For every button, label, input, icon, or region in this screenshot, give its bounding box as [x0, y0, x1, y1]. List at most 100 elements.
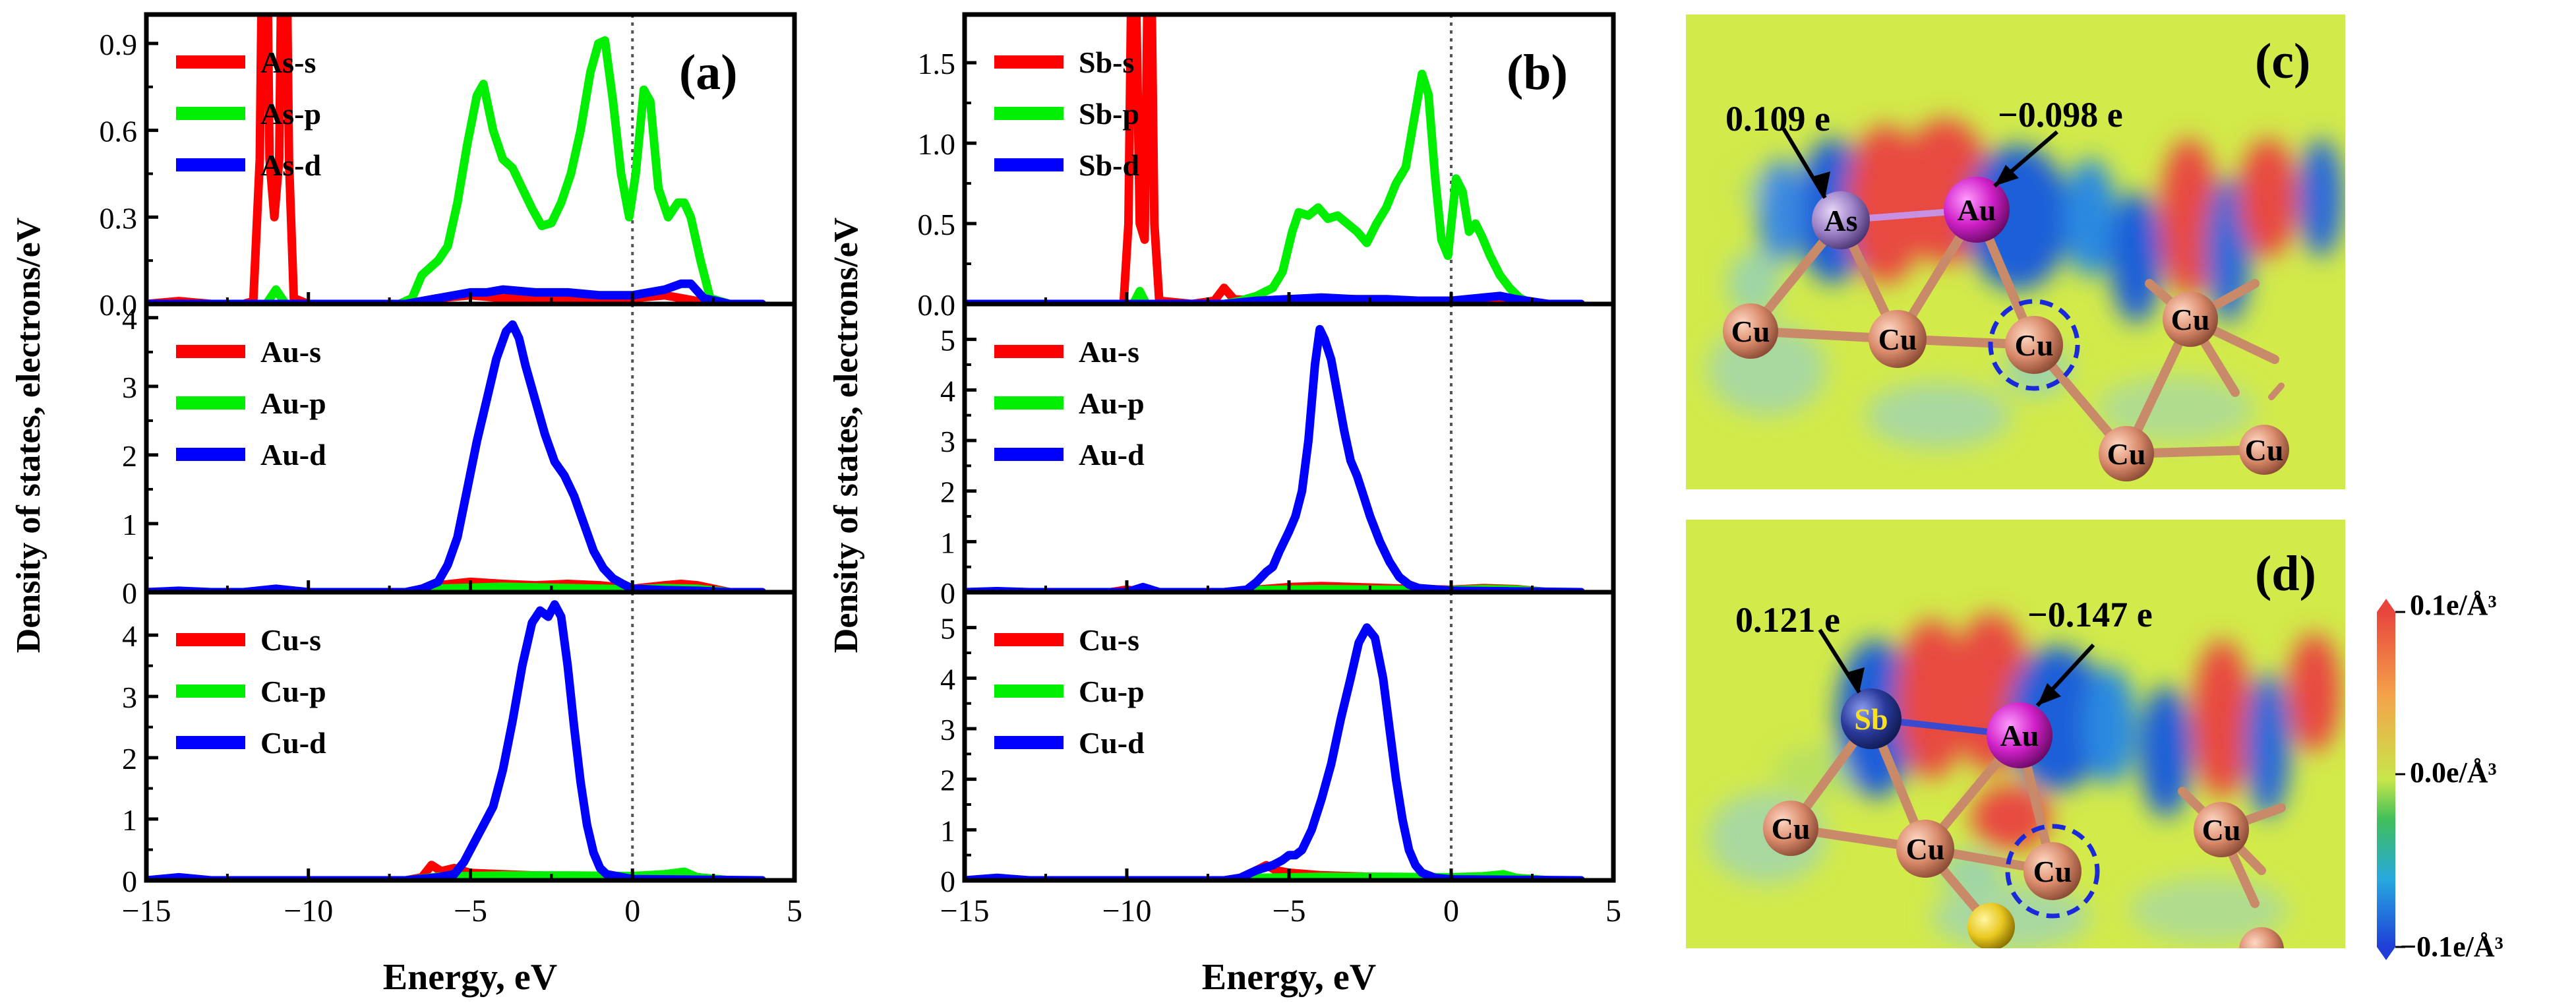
y-tick-label: 0.3: [100, 201, 138, 235]
atom-d-cu-4: Cu: [2202, 813, 2241, 847]
y-tick-label: 3: [940, 425, 955, 458]
colorbar-max-label: 0.1e/Å³: [2410, 589, 2497, 621]
y-tick-label: 5: [940, 324, 955, 357]
legend-label-au-s: Au-s: [260, 335, 321, 369]
atom-c-as: As: [1824, 204, 1857, 237]
y-axis-label-b: Density of states, electrons/eV: [827, 218, 865, 653]
series-line-as-d: [146, 279, 767, 304]
x-tick-label: 0: [624, 894, 640, 929]
legend-label-cu-s: Cu-s: [1079, 623, 1139, 657]
x-tick-label: 0: [1443, 894, 1459, 929]
y-tick-label: 2: [122, 742, 137, 776]
y-tick-label: 2: [122, 439, 137, 473]
series-line-au-d: [146, 320, 767, 592]
series-line-as-s: [146, 15, 767, 304]
y-tick-label: 0.9: [100, 28, 138, 61]
x-tick-label: −10: [1102, 894, 1151, 929]
legend-label-sb-d: Sb-d: [1079, 148, 1139, 182]
colorbar-mid-label: 0.0e/Å³: [2410, 756, 2497, 789]
series-line-au-d: [965, 324, 1586, 592]
legend-label-sb-s: Sb-s: [1079, 46, 1134, 79]
atom-c-cu-6: Cu: [2245, 433, 2284, 467]
y-tick-label: 1: [122, 508, 137, 541]
legend-label-cu-d: Cu-d: [1079, 726, 1145, 760]
charge-d-right: −0.147 e: [2027, 595, 2153, 634]
series-line-sb-d: [965, 291, 1586, 304]
y-tick-label: 0.0: [918, 288, 956, 322]
y-tick-label: 2: [940, 475, 955, 509]
legend-label-au-p: Au-p: [1079, 386, 1145, 420]
colorbar: 0.1e/Å³ 0.0e/Å³ −0.1e/Å³: [2377, 589, 2503, 963]
y-tick-label: 4: [940, 662, 955, 696]
x-axis-label-b: Energy, eV: [1202, 957, 1376, 998]
x-tick-label: −10: [284, 894, 333, 929]
legend-label-cu-p: Cu-p: [1079, 675, 1145, 708]
x-axis-label: Energy, eV: [383, 957, 557, 998]
y-tick-label: 1.5: [918, 47, 956, 80]
y-tick-label: 0.5: [918, 208, 956, 241]
y-tick-label: 0.6: [100, 115, 138, 148]
y-tick-label: 0: [122, 576, 137, 610]
legend-label-as-s: As-s: [260, 46, 316, 79]
legend-label-sb-p: Sb-p: [1079, 97, 1139, 131]
y-tick-label: 0: [940, 576, 955, 610]
x-tick-label: −5: [1272, 894, 1305, 929]
atom-c-cu-3: Cu: [2015, 328, 2054, 362]
dos-panel-b: 0.0 0.5 1.0 1.5 Sb-s Sb-p Sb-d 0 1 2 3 4 5 Au-s Au-p Au…: [918, 12, 1621, 929]
atom-c-cu-2: Cu: [1878, 322, 1917, 356]
series-line-as-p: [146, 36, 767, 304]
series-line-sb-p: [965, 69, 1586, 304]
y-tick-label: 0: [122, 865, 137, 898]
y-tick-label: 4: [122, 619, 137, 653]
charge-c-left: 0.109 e: [1725, 99, 1830, 138]
y-tick-label: 0.0: [100, 288, 138, 322]
y-tick-label: 4: [122, 302, 137, 336]
y-tick-label: 3: [122, 371, 137, 404]
legend-label-cu-p: Cu-p: [260, 675, 326, 708]
charge-d-left: 0.121 e: [1735, 600, 1840, 640]
x-tick-label: −15: [121, 894, 171, 929]
atom-d-cu-3: Cu: [2033, 855, 2072, 888]
legend-label-cu-d: Cu-d: [260, 726, 326, 760]
y-tick-label: 3: [940, 713, 955, 746]
atom-c-cu-4: Cu: [2171, 303, 2210, 336]
dos-panel-a: 0.0 0.3 0.6 0.9 As-s As-p As-d 0 1 2 3 4 Au-s Au-p Au-…: [100, 12, 802, 929]
charge-c-right: −0.098 e: [1998, 95, 2123, 135]
legend-label-au-p: Au-p: [260, 386, 326, 420]
y-axis-label: Density of states, electrons/eV: [10, 218, 47, 653]
x-tick-label: −5: [454, 894, 487, 929]
legend-label-au-d: Au-d: [1079, 438, 1145, 472]
atom-d-sb: Sb: [1854, 702, 1888, 736]
atom-c-cu-1: Cu: [1731, 315, 1770, 348]
panel-label-d: (d): [2255, 546, 2316, 601]
atom-c-cu-5: Cu: [2107, 437, 2146, 471]
dos-subplot-a-3: 0 1 2 3 4 Cu-s Cu-p Cu-d: [122, 590, 797, 898]
dos-subplot-a-2: 0 1 2 3 4 Au-s Au-p Au-d: [122, 301, 797, 610]
legend-label-au-d: Au-d: [260, 438, 326, 472]
panel-label-a: (a): [679, 45, 738, 100]
y-tick-label: 0: [940, 865, 955, 898]
y-tick-label: 4: [940, 374, 955, 408]
atom-d-cu-2: Cu: [1906, 832, 1945, 866]
legend-label-cu-s: Cu-s: [260, 623, 321, 657]
dos-subplot-b-3: 0 1 2 3 4 5 Cu-s Cu-p Cu-d: [940, 590, 1616, 898]
x-tick-label: 5: [787, 894, 802, 929]
colorbar-min-label: −0.1e/Å³: [2400, 930, 2503, 963]
series-line-cu-d: [965, 623, 1586, 880]
x-tick-label: −15: [940, 894, 989, 929]
dos-subplot-b-1: 0.0 0.5 1.0 1.5 Sb-s Sb-p Sb-d: [918, 12, 1616, 322]
panel-label-b: (b): [1507, 45, 1568, 100]
atom-c-au: Au: [1958, 193, 1996, 227]
charge-map-c: 0.109 e −0.098 e As Au Cu Cu Cu Cu Cu Cu…: [1686, 15, 2345, 489]
legend-label-as-d: As-d: [260, 148, 321, 182]
atom-d-au: Au: [2000, 719, 2039, 752]
y-tick-label: 1: [940, 814, 955, 847]
x-tick-label: 5: [1605, 894, 1621, 929]
y-tick-label: 1.0: [918, 127, 956, 161]
y-tick-label: 1: [122, 803, 137, 837]
y-tick-label: 1: [940, 526, 955, 559]
series-line-cu-d: [146, 600, 767, 880]
y-tick-label: 2: [940, 764, 955, 797]
charge-map-d: 0.121 e −0.147 e Sb Au Cu Cu Cu Cu (d): [1686, 520, 2345, 948]
